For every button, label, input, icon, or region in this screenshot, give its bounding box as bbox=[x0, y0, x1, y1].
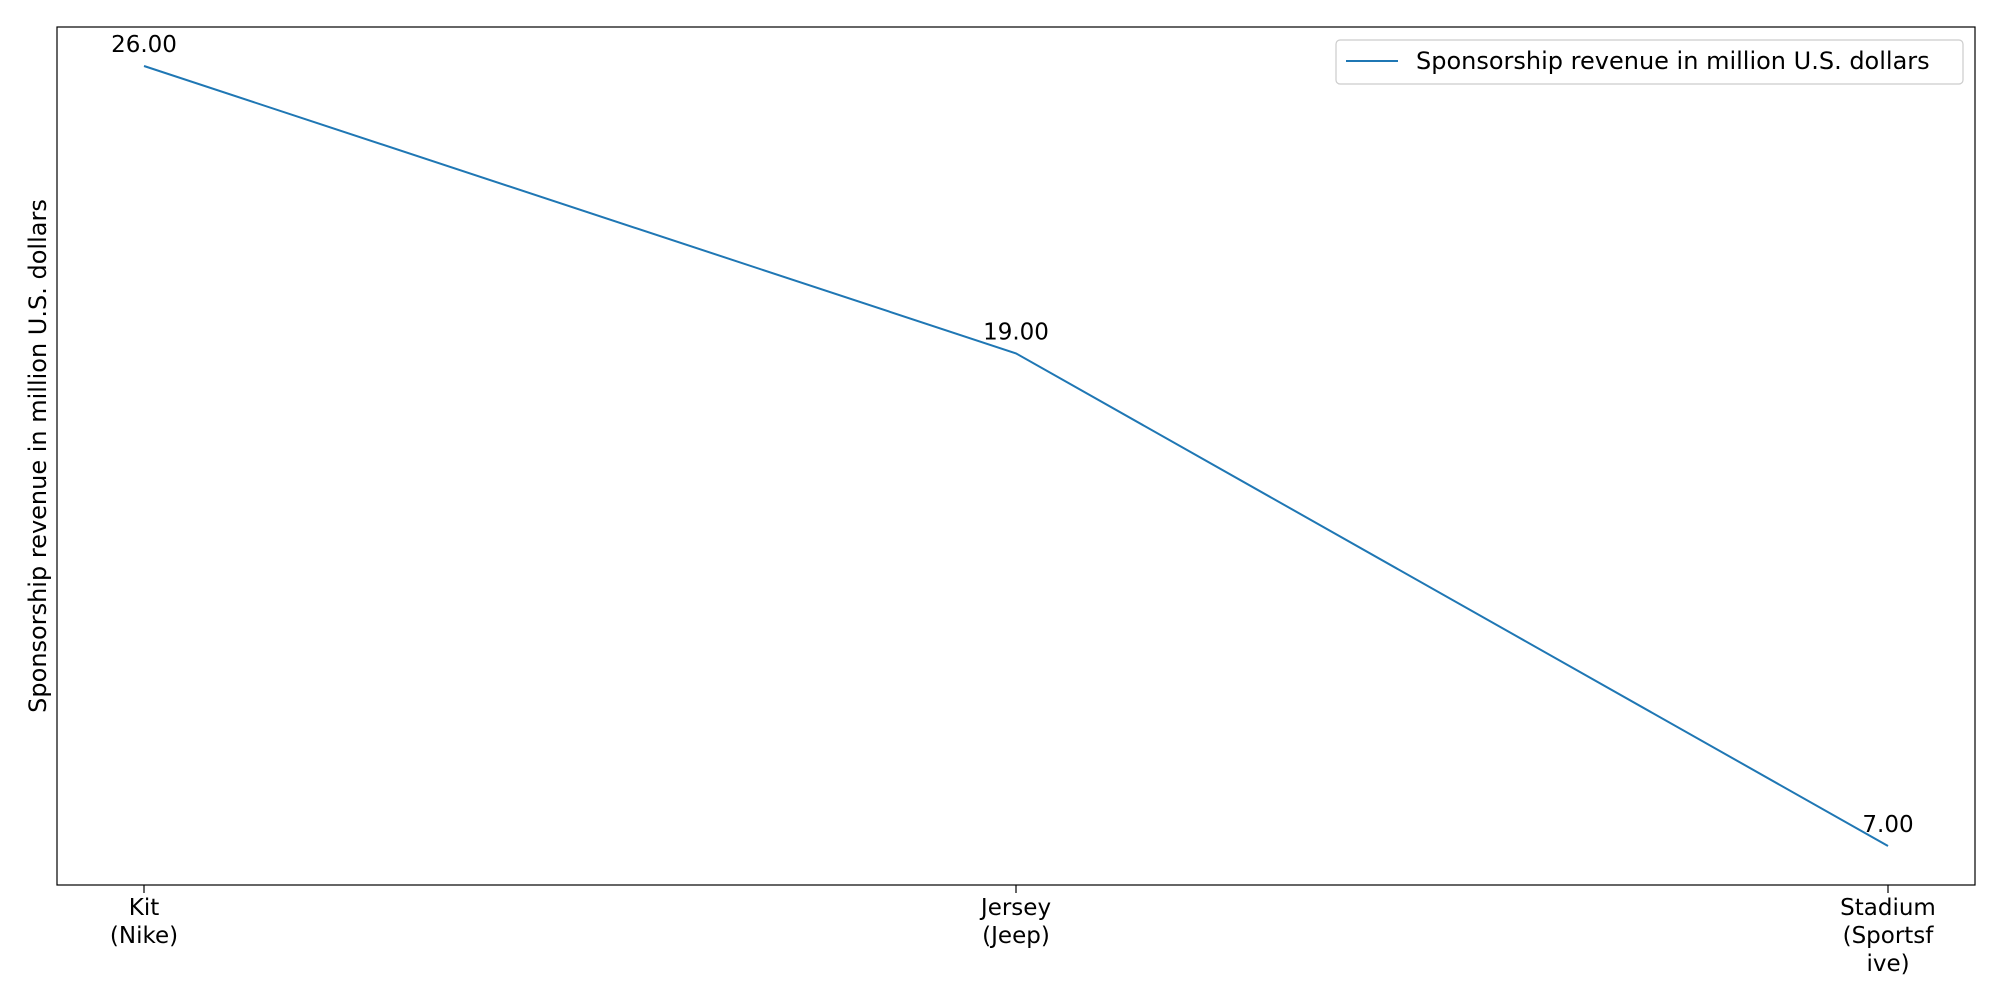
plot-area bbox=[56, 26, 1976, 886]
legend-box bbox=[1335, 39, 1964, 85]
x-tick-label: (Sportsf bbox=[1843, 923, 1935, 949]
data-label: 7.00 bbox=[1862, 812, 1913, 838]
y-axis-label: Sponsorship revenue in million U.S. doll… bbox=[24, 199, 52, 713]
x-tick-label: Jersey bbox=[979, 895, 1051, 921]
x-tick-label: Stadium bbox=[1840, 895, 1936, 921]
data-label: 19.00 bbox=[983, 319, 1049, 345]
x-tick-label: ive) bbox=[1866, 951, 1909, 977]
legend-label: Sponsorship revenue in million U.S. doll… bbox=[1416, 47, 1930, 75]
x-tick-label: Kit bbox=[129, 895, 160, 921]
series-line bbox=[143, 65, 1889, 847]
x-tick-label: (Nike) bbox=[110, 923, 178, 949]
series-layer bbox=[143, 65, 1889, 847]
data-labels: 26.00 19.00 7.00 bbox=[111, 32, 1914, 838]
data-label: 26.00 bbox=[111, 32, 177, 58]
legend: Sponsorship revenue in million U.S. doll… bbox=[1335, 39, 1964, 85]
x-tick-label: (Jeep) bbox=[982, 923, 1050, 949]
